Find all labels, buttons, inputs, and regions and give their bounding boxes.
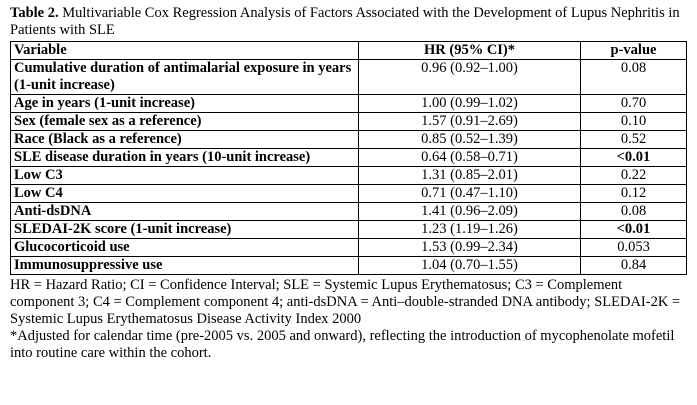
table-body: Cumulative duration of antimalarial expo…: [10, 59, 687, 275]
header-row: Variable HR (95% CI)* p-value: [10, 41, 687, 60]
table-cell: 0.12: [580, 184, 687, 203]
table-cell: 0.96 (0.92–1.00): [358, 59, 581, 95]
table-cell: 0.84: [580, 256, 687, 275]
footnote: *Adjusted for calendar time (pre-2005 vs…: [10, 328, 675, 361]
table-cell: 1.53 (0.99–2.34): [358, 238, 581, 257]
table-cell: <0.01: [580, 148, 687, 167]
table-cell: 1.04 (0.70–1.55): [358, 256, 581, 275]
table-cell: Race (Black as a reference): [10, 130, 359, 149]
table-cell: 0.10: [580, 112, 687, 131]
document: Table 2. Multivariable Cox Regression An…: [10, 5, 687, 362]
table-cell: 0.52: [580, 130, 687, 149]
footnote: HR = Hazard Ratio; CI = Confidence Inter…: [10, 277, 681, 327]
table-cell: 0.08: [580, 202, 687, 221]
table-row: Sex (female sex as a reference) 1.57 (0.9…: [10, 112, 687, 131]
table-cell: Low C4: [10, 184, 359, 203]
table-cell: Glucocorticoid use: [10, 238, 359, 257]
table-cell: 1.31 (0.85–2.01): [358, 166, 581, 185]
table-row: Cumulative duration of antimalarial expo…: [10, 59, 687, 95]
table-cell: 1.00 (0.99–1.02): [358, 94, 581, 113]
table-row: Race (Black as a reference) 0.85 (0.52–1.…: [10, 130, 687, 149]
footnotes: HR = Hazard Ratio; CI = Confidence Inter…: [10, 277, 686, 362]
table-cell: Sex (female sex as a reference): [10, 112, 359, 131]
caption-title: Multivariable Cox Regression Analysis of…: [10, 5, 680, 38]
table-cell: Cumulative duration of antimalarial expo…: [10, 59, 359, 95]
table-row: SLE disease duration in years (10-unit i…: [10, 148, 687, 167]
table-cell: SLE disease duration in years (10-unit i…: [10, 148, 359, 167]
header-cell: p-value: [580, 41, 687, 60]
table-cell: Immunosuppressive use: [10, 256, 359, 275]
table-cell: 0.71 (0.47–1.10): [358, 184, 581, 203]
table-cell: 0.85 (0.52–1.39): [358, 130, 581, 149]
table-row: SLEDAI-2K score (1-unit increase) 1.23 (1…: [10, 220, 687, 239]
table-cell: Anti-dsDNA: [10, 202, 359, 221]
table-cell: 0.70: [580, 94, 687, 113]
table-cell: Low C3: [10, 166, 359, 185]
table-cell: 0.64 (0.58–0.71): [358, 148, 581, 167]
table-cell: 0.08: [580, 59, 687, 95]
table-row: Low C4 0.71 (0.47–1.10) 0.12: [10, 184, 687, 203]
table-cell: 1.23 (1.19–1.26): [358, 220, 581, 239]
table-cell: Age in years (1-unit increase): [10, 94, 359, 113]
table-row: Glucocorticoid use 1.53 (0.99–2.34) 0.053: [10, 238, 687, 257]
table-cell: <0.01: [580, 220, 687, 239]
table-row: Anti-dsDNA 1.41 (0.96–2.09) 0.08: [10, 202, 687, 221]
table: Variable HR (95% CI)* p-value Cumulative d…: [10, 41, 687, 275]
table-cell: 0.22: [580, 166, 687, 185]
caption: Table 2. Multivariable Cox Regression An…: [10, 5, 686, 39]
table-cell: 0.053: [580, 238, 687, 257]
table-cell: 1.41 (0.96–2.09): [358, 202, 581, 221]
header-cell: Variable: [10, 41, 359, 60]
header-cell: HR (95% CI)*: [358, 41, 581, 60]
table-row: Age in years (1-unit increase) 1.00 (0.99…: [10, 94, 687, 113]
table-row: Low C3 1.31 (0.85–2.01) 0.22: [10, 166, 687, 185]
table-cell: SLEDAI-2K score (1-unit increase): [10, 220, 359, 239]
table-row: Immunosuppressive use 1.04 (0.70–1.55) 0.8…: [10, 256, 687, 275]
caption-label: Table 2.: [10, 5, 59, 21]
table-cell: 1.57 (0.91–2.69): [358, 112, 581, 131]
